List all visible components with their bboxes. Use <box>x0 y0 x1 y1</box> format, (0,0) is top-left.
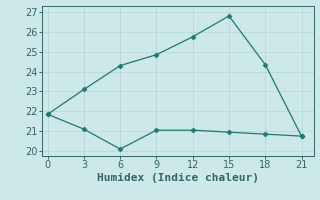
X-axis label: Humidex (Indice chaleur): Humidex (Indice chaleur) <box>97 173 259 183</box>
